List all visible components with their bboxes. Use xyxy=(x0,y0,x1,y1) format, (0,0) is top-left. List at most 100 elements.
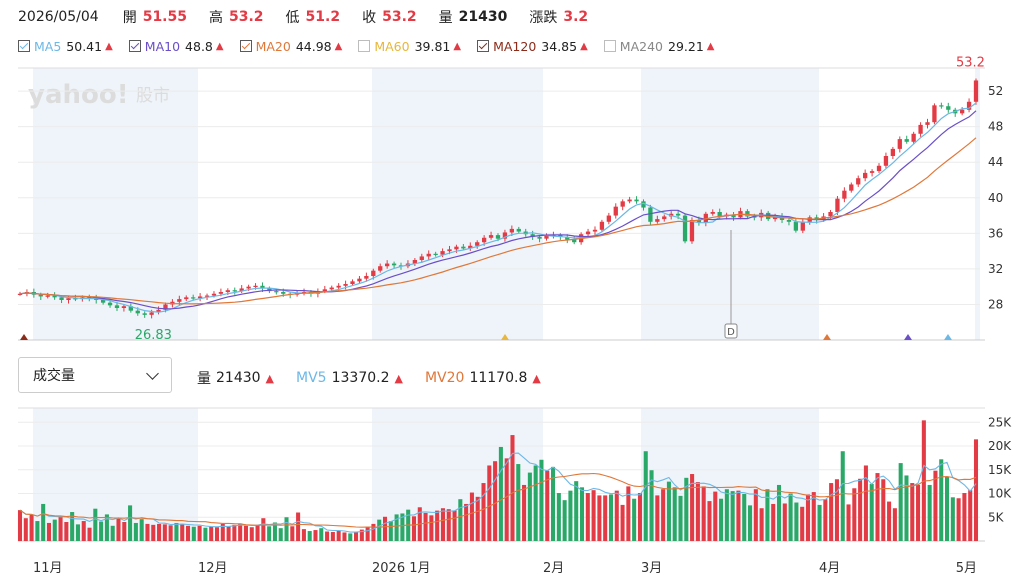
volume-label: 量 xyxy=(438,10,453,26)
candle xyxy=(849,184,854,191)
checkbox-checked-icon[interactable] xyxy=(128,40,141,52)
volume-bar xyxy=(603,495,608,541)
volume-bar xyxy=(568,490,573,541)
low-value: 51.2 xyxy=(305,9,341,25)
volume-bar xyxy=(423,512,428,541)
candle xyxy=(454,246,459,250)
volume-bar xyxy=(17,510,23,541)
checkbox-checked-icon[interactable] xyxy=(239,40,252,52)
volume-bar xyxy=(719,498,724,541)
y-tick-label: 48 xyxy=(988,120,1003,134)
volume-bar xyxy=(319,528,324,541)
candle xyxy=(828,212,833,217)
volume-bar xyxy=(771,503,776,541)
indicator-select[interactable]: 成交量 xyxy=(18,357,172,393)
candle xyxy=(731,214,736,218)
checkbox-icon[interactable] xyxy=(358,40,371,52)
up-arrow-icon: ▲ xyxy=(453,40,462,52)
candle xyxy=(786,220,792,222)
volume-bar xyxy=(968,490,973,541)
candle xyxy=(481,237,487,243)
volume-bar xyxy=(591,490,596,541)
candle xyxy=(793,221,799,231)
checkbox-checked-icon[interactable] xyxy=(18,40,30,52)
candle xyxy=(689,220,695,242)
candle xyxy=(634,199,639,202)
ma-legend-ma5[interactable]: MA5 50.41 ▲ xyxy=(18,39,113,54)
volume-bar xyxy=(336,531,341,541)
volume-bar xyxy=(666,481,671,541)
volume-bar xyxy=(371,523,376,541)
volume-bar xyxy=(469,492,474,541)
candle xyxy=(973,80,979,102)
volume-bar xyxy=(759,508,764,541)
volume-bar xyxy=(527,472,532,541)
volume-bar xyxy=(180,523,185,541)
candle xyxy=(599,221,605,230)
candle xyxy=(440,251,445,255)
candle xyxy=(281,292,286,294)
candle xyxy=(274,291,279,293)
volume-bar xyxy=(869,484,874,541)
candle xyxy=(717,212,722,217)
change-value: 3.2 xyxy=(563,9,589,25)
candle xyxy=(932,105,937,123)
volume-bar xyxy=(52,519,57,541)
volume-bar xyxy=(487,465,492,541)
volume-value: 21430 xyxy=(458,9,508,25)
candle xyxy=(620,201,625,207)
candle xyxy=(641,201,646,208)
volume-bar xyxy=(522,484,527,541)
candle xyxy=(572,239,577,243)
mv20-value: 11170.8 xyxy=(469,370,528,386)
checkbox-checked-icon[interactable] xyxy=(477,40,490,52)
candle xyxy=(509,228,515,233)
candle xyxy=(613,206,618,216)
candle xyxy=(73,298,78,300)
high-label: 高 xyxy=(209,10,223,26)
candle xyxy=(939,105,944,107)
volume-bar xyxy=(834,479,839,541)
volume-bar xyxy=(394,514,399,541)
month-band xyxy=(33,68,198,340)
ma-legend-ma120[interactable]: MA120 34.85 ▲ xyxy=(477,39,588,54)
volume-bar xyxy=(684,477,689,541)
candle xyxy=(433,253,438,255)
volume-bar xyxy=(661,489,666,541)
candle xyxy=(468,245,473,249)
volume-bar xyxy=(354,531,359,541)
ma-legend-ma10[interactable]: MA10 48.8 ▲ xyxy=(128,39,224,54)
volume-bar xyxy=(249,527,254,541)
volume-bar xyxy=(64,522,69,541)
volume-bar xyxy=(805,494,811,541)
volume-bar xyxy=(585,493,590,541)
candle xyxy=(391,263,397,266)
ma-value: 44.98 xyxy=(295,38,332,54)
checkbox-icon[interactable] xyxy=(603,40,616,52)
candle xyxy=(378,266,383,271)
volume-bar xyxy=(556,493,561,541)
volume-bar xyxy=(458,499,463,541)
volume-bar xyxy=(220,523,225,541)
ma-legend-ma240[interactable]: MA240 29.21 ▲ xyxy=(603,39,715,54)
candle xyxy=(475,242,480,246)
ma-legend-ma60[interactable]: MA60 39.81 ▲ xyxy=(358,39,461,54)
volume-bar xyxy=(945,476,950,541)
volume-bar xyxy=(348,533,353,541)
ma-legend-ma20[interactable]: MA20 44.98 ▲ xyxy=(239,38,342,54)
volume-bar xyxy=(637,493,642,541)
up-arrow-icon: ▲ xyxy=(215,40,224,52)
volume-bar xyxy=(753,489,758,541)
x-tick-label: 12月 xyxy=(198,561,228,576)
volume-bar xyxy=(93,508,98,541)
candle xyxy=(544,236,549,239)
candle xyxy=(59,297,64,300)
volume-bar xyxy=(23,518,28,541)
volume-bar xyxy=(875,473,880,541)
volume-bar xyxy=(116,518,121,541)
candle xyxy=(343,284,348,286)
volume-bar xyxy=(788,493,793,541)
candle xyxy=(863,172,868,179)
candle xyxy=(675,213,681,216)
